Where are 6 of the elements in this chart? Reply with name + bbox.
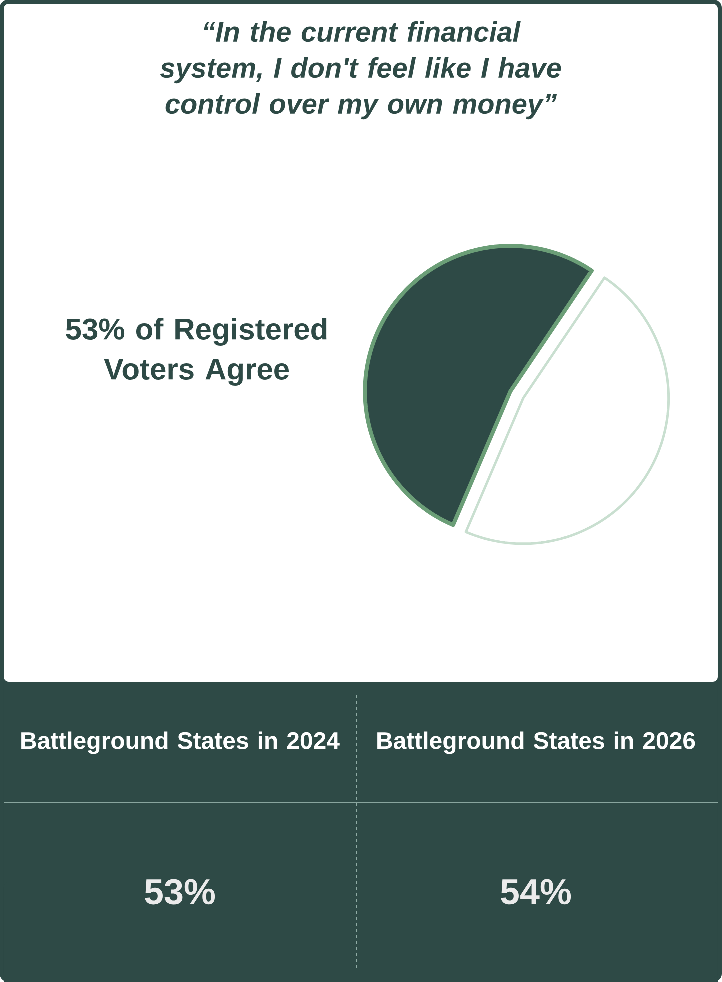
text: Battleground States in 2026 [378,732,696,754]
chart-title: “In the current financial system, I don't feel like I have control over my own money” [160,22,562,120]
text: 53% [145,879,216,905]
text: Battleground States in 2024 [22,732,340,754]
text: 53% of Registered Voters Agree [66,318,327,386]
text: 54% [501,879,572,905]
